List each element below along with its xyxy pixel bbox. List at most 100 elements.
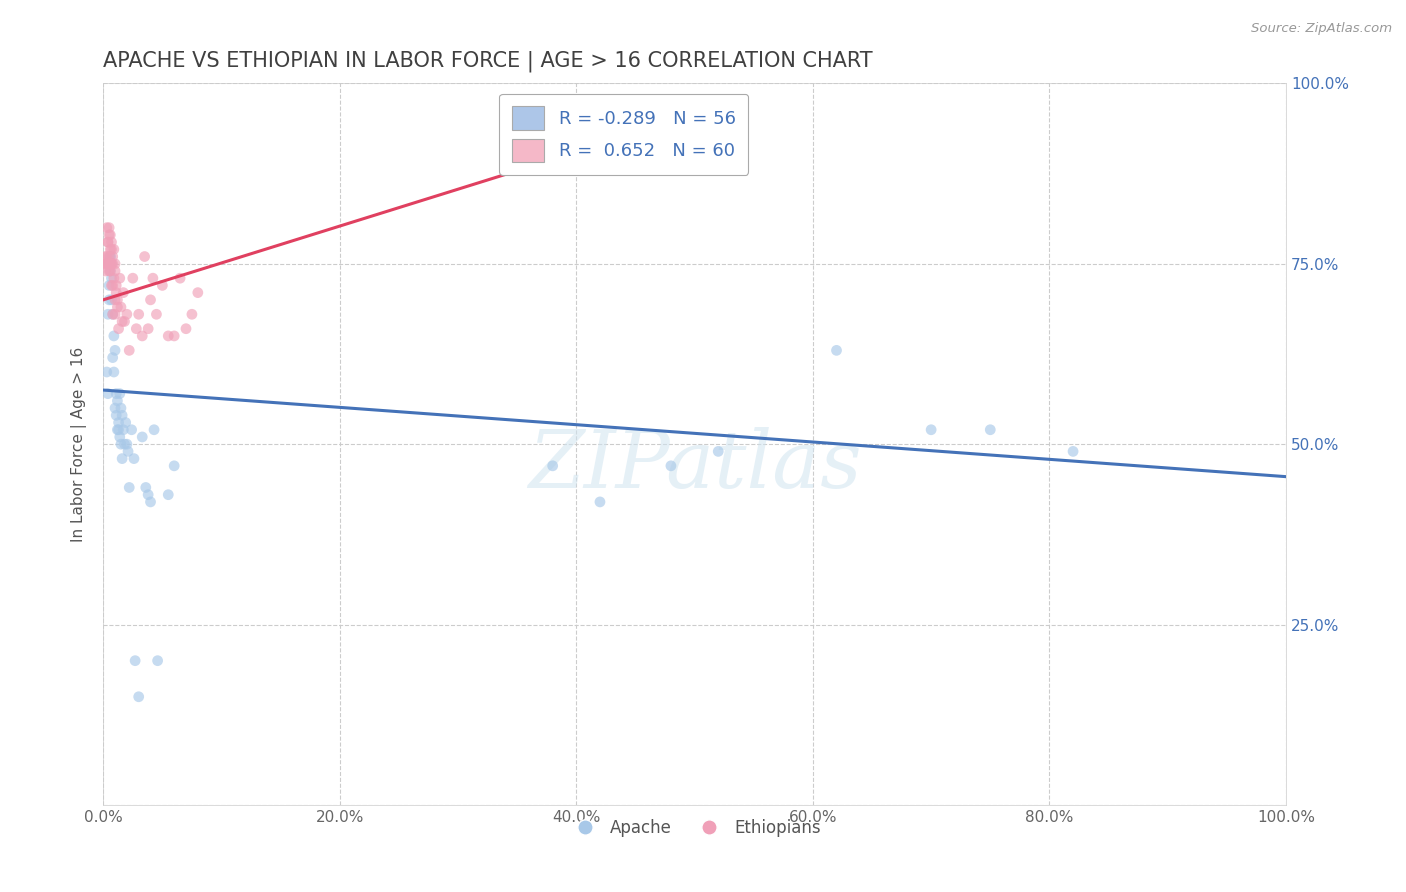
Point <box>134 250 156 264</box>
Point <box>114 314 136 328</box>
Point <box>163 329 186 343</box>
Point <box>143 423 166 437</box>
Point <box>157 329 180 343</box>
Point <box>121 271 143 285</box>
Point <box>96 365 118 379</box>
Point <box>110 437 132 451</box>
Point <box>101 307 124 321</box>
Point <box>128 690 150 704</box>
Point <box>96 257 118 271</box>
Point <box>103 271 125 285</box>
Point <box>100 293 122 307</box>
Point <box>117 444 139 458</box>
Point <box>124 654 146 668</box>
Point <box>108 271 131 285</box>
Point <box>97 235 120 249</box>
Point <box>104 264 127 278</box>
Point <box>98 250 121 264</box>
Point <box>174 322 197 336</box>
Point <box>136 322 159 336</box>
Point <box>98 293 121 307</box>
Point <box>107 423 129 437</box>
Point <box>108 386 131 401</box>
Point <box>105 386 128 401</box>
Point <box>108 430 131 444</box>
Point <box>98 227 121 242</box>
Point <box>94 250 117 264</box>
Point <box>103 365 125 379</box>
Point <box>98 257 121 271</box>
Point <box>97 307 120 321</box>
Point <box>96 220 118 235</box>
Point <box>107 423 129 437</box>
Point <box>114 416 136 430</box>
Point <box>101 257 124 271</box>
Point <box>825 343 848 358</box>
Point <box>98 264 121 278</box>
Point <box>98 278 121 293</box>
Point <box>97 235 120 249</box>
Point <box>105 409 128 423</box>
Point <box>105 285 128 300</box>
Point <box>111 451 134 466</box>
Point <box>111 409 134 423</box>
Point <box>142 271 165 285</box>
Point <box>110 401 132 416</box>
Point <box>163 458 186 473</box>
Point <box>98 250 121 264</box>
Point <box>98 257 121 271</box>
Point <box>114 437 136 451</box>
Y-axis label: In Labor Force | Age > 16: In Labor Force | Age > 16 <box>72 347 87 541</box>
Point <box>101 278 124 293</box>
Point <box>104 307 127 321</box>
Point <box>1062 444 1084 458</box>
Point <box>112 285 135 300</box>
Point <box>979 423 1001 437</box>
Point <box>187 285 209 300</box>
Point <box>104 257 127 271</box>
Point <box>139 293 162 307</box>
Point <box>139 495 162 509</box>
Legend: Apache, Ethiopians: Apache, Ethiopians <box>562 813 827 844</box>
Point <box>122 451 145 466</box>
Point <box>98 243 121 257</box>
Point <box>157 488 180 502</box>
Point <box>121 423 143 437</box>
Point <box>101 250 124 264</box>
Point <box>659 458 682 473</box>
Point <box>105 278 128 293</box>
Point <box>100 243 122 257</box>
Point <box>98 264 121 278</box>
Point <box>115 307 138 321</box>
Point <box>98 264 121 278</box>
Point <box>112 423 135 437</box>
Point <box>107 416 129 430</box>
Point <box>135 480 157 494</box>
Point <box>146 654 169 668</box>
Point <box>115 437 138 451</box>
Point <box>96 250 118 264</box>
Point <box>103 329 125 343</box>
Point <box>118 480 141 494</box>
Point <box>107 293 129 307</box>
Point <box>100 257 122 271</box>
Point <box>104 401 127 416</box>
Point <box>107 393 129 408</box>
Point <box>94 264 117 278</box>
Point <box>150 278 173 293</box>
Point <box>98 250 121 264</box>
Point <box>107 300 129 314</box>
Point <box>110 300 132 314</box>
Point <box>100 257 122 271</box>
Point <box>97 257 120 271</box>
Point <box>169 271 191 285</box>
Point <box>118 343 141 358</box>
Point <box>107 322 129 336</box>
Point <box>100 278 122 293</box>
Point <box>98 220 121 235</box>
Point <box>707 444 730 458</box>
Point <box>111 314 134 328</box>
Point <box>145 307 167 321</box>
Point <box>100 235 122 249</box>
Text: ZIPatlas: ZIPatlas <box>527 427 862 505</box>
